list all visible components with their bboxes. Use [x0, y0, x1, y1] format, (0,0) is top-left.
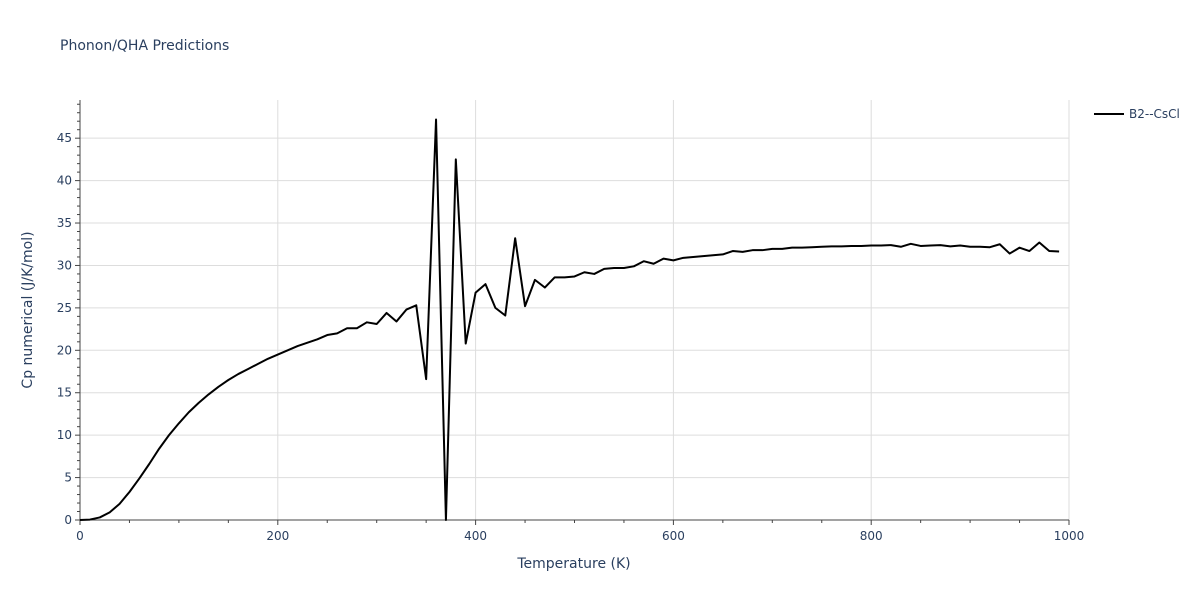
y-tick-labels: 0 5 10 15 20 25 30 35 40 45: [57, 131, 72, 527]
series-line[interactable]: [79, 118, 1060, 521]
x-tick-label: 400: [464, 529, 487, 543]
y-tick-label: 10: [57, 428, 72, 442]
y-tick-label: 40: [57, 174, 72, 188]
y-tick-label: 5: [64, 471, 72, 485]
axes: [75, 100, 1070, 525]
x-tick-label: 1000: [1054, 529, 1085, 543]
y-tick-label: 20: [57, 343, 72, 357]
x-axis-title: Temperature (K): [516, 556, 630, 572]
x-tick-label: 0: [76, 529, 84, 543]
y-tick-label: 0: [64, 513, 72, 527]
chart-title: Phonon/QHA Predictions: [60, 38, 229, 54]
y-tick-label: 25: [57, 301, 72, 315]
legend-label[interactable]: B2--CsCl: [1129, 107, 1180, 121]
y-axis-title: Cp numerical (J/K/mol): [20, 231, 36, 388]
y-tick-label: 35: [57, 216, 72, 230]
legend[interactable]: B2--CsCl: [1094, 107, 1180, 121]
x-tick-label: 200: [266, 529, 289, 543]
series-layer: [79, 118, 1060, 521]
x-tick-labels: 0 200 400 600 800 1000: [76, 529, 1084, 543]
y-tick-label: 30: [57, 258, 72, 272]
x-tick-label: 600: [662, 529, 685, 543]
y-tick-label: 15: [57, 386, 72, 400]
y-tick-label: 45: [57, 131, 72, 145]
grid: [80, 100, 1070, 520]
x-tick-label: 800: [860, 529, 883, 543]
